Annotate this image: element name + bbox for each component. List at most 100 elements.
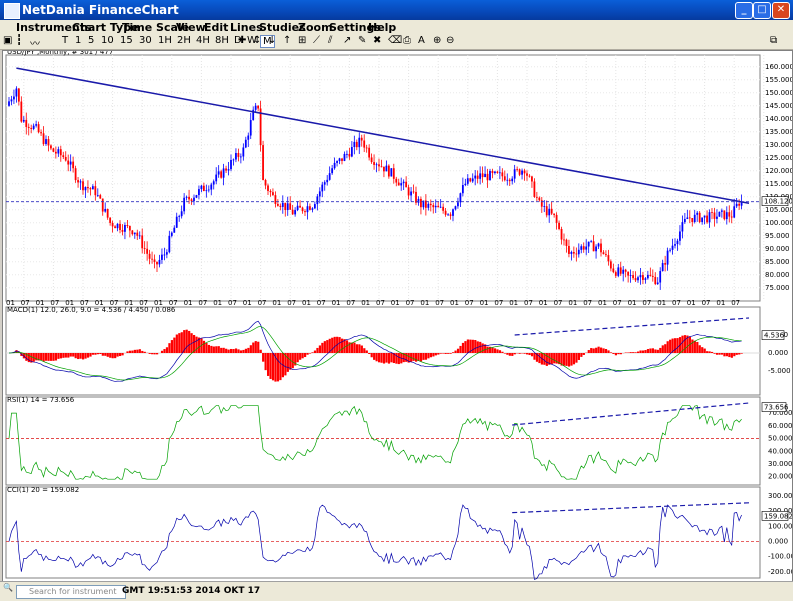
timeframe-1h[interactable]: 1H [158, 35, 172, 46]
macd-histogram-bar [82, 353, 84, 359]
line-chart-icon[interactable]: 〰 [30, 35, 40, 50]
macd-histogram-bar [494, 348, 496, 353]
macd-histogram-bar [450, 353, 452, 354]
draw-icon[interactable]: ✎ [358, 35, 366, 46]
timeframe-t[interactable]: T [62, 35, 68, 46]
print-icon[interactable]: ⎙ [403, 35, 411, 46]
pointer-icon[interactable]: ↗ [343, 35, 351, 46]
menu-view[interactable]: View [176, 21, 206, 34]
crosshair-icon[interactable]: ✚ [238, 35, 246, 46]
instrument-icon[interactable]: ▣ [3, 35, 12, 46]
zoom-out-icon[interactable]: ⊖ [446, 35, 454, 46]
candle-body [43, 133, 45, 144]
candle-body [18, 89, 20, 102]
candle-body [714, 212, 716, 218]
candle-body [677, 241, 679, 244]
timeframe-4h[interactable]: 4H [196, 35, 210, 46]
timeframe-8h[interactable]: 8H [215, 35, 229, 46]
candle-body [265, 180, 267, 185]
candle-body [553, 214, 555, 215]
macd-histogram-bar [654, 349, 656, 353]
candle-body [563, 240, 565, 241]
candle-body [536, 197, 538, 198]
macd-histogram-bar [383, 353, 385, 364]
channel-icon[interactable]: ⫽ [328, 35, 332, 46]
timeframe-15[interactable]: 15 [120, 35, 133, 46]
bar-chart-icon[interactable]: ┇ [16, 35, 22, 46]
macd-histogram-bar [289, 353, 291, 370]
timeframe-2h[interactable]: 2H [177, 35, 191, 46]
up-arrow-icon[interactable]: ↑ [283, 35, 291, 46]
month-tick: 07 [346, 299, 355, 307]
close-button[interactable]: ✕ [772, 2, 790, 19]
delete-icon[interactable]: ✖ [373, 35, 381, 46]
menu-edit[interactable]: Edit [204, 21, 228, 34]
candle-body [107, 209, 109, 218]
macd-histogram-bar [356, 344, 358, 353]
minimize-button[interactable]: _ [735, 2, 753, 19]
title-bar: NetDania FinanceChart _ □ ✕ [0, 0, 793, 20]
candle-body [20, 102, 22, 122]
menu-zoom[interactable]: Zoom [298, 21, 333, 34]
price-axis-label: 150.000 [765, 89, 792, 97]
month-tick: 07 [406, 299, 415, 307]
candle-body [99, 195, 101, 198]
candle-body [80, 181, 82, 182]
down-arrow-icon[interactable]: ↓ [268, 35, 276, 46]
macd-histogram-bar [506, 353, 508, 355]
macd-histogram-bar [52, 353, 54, 361]
macd-histogram-bar [733, 353, 735, 356]
candle-body [489, 171, 491, 180]
month-tick: 07 [613, 299, 622, 307]
candle-body [511, 179, 513, 182]
candle-body [462, 185, 464, 193]
candle-body [353, 142, 355, 147]
macd-histogram-bar [531, 353, 533, 356]
macd-histogram-bar [637, 352, 639, 353]
candle-body [159, 260, 161, 264]
layout-icon[interactable]: ⧉ [770, 35, 777, 46]
macd-histogram-bar [94, 353, 96, 355]
macd-histogram-bar [417, 353, 419, 361]
candle-body [738, 204, 740, 206]
timeframe-5[interactable]: 5 [88, 35, 94, 46]
macd-histogram-bar [442, 353, 444, 354]
zoom-icon[interactable]: ⊞ [298, 35, 306, 46]
timeframe-10[interactable]: 10 [101, 35, 114, 46]
cursor-icon[interactable]: ↕ [253, 35, 261, 46]
macd-histogram-bar [203, 341, 205, 353]
menu-lines[interactable]: Lines [230, 21, 263, 34]
candle-body [524, 171, 526, 174]
candle-body [316, 196, 318, 204]
macd-histogram-bar [302, 353, 304, 358]
timeframe-1[interactable]: 1 [75, 35, 81, 46]
chart-canvas[interactable]: 160.000155.000150.000145.000140.000135.0… [3, 51, 792, 581]
macd-histogram-bar [422, 353, 424, 360]
candle-body [149, 254, 151, 259]
candle-body [726, 212, 728, 219]
candle-body [309, 206, 311, 210]
candle-body [482, 173, 484, 177]
candle-body [23, 120, 25, 122]
eraser-icon[interactable]: ⌫ [388, 35, 402, 46]
macd-histogram-bar [691, 340, 693, 353]
zoom-in-icon[interactable]: ⊕ [433, 35, 441, 46]
macd-histogram-bar [718, 353, 720, 355]
trendline-icon[interactable]: ⟋ [313, 35, 320, 46]
maximize-button[interactable]: □ [753, 2, 771, 19]
macd-histogram-bar [649, 348, 651, 353]
timeframe-30[interactable]: 30 [139, 35, 152, 46]
macd-histogram-bar [232, 349, 234, 353]
price-axis-label: 135.000 [765, 128, 792, 136]
candle-body [620, 267, 622, 273]
search-input[interactable]: Search for instrument [16, 585, 126, 599]
candle-body [514, 169, 516, 178]
candle-body [173, 228, 175, 233]
macd-histogram-bar [188, 331, 190, 353]
menu-help[interactable]: Help [368, 21, 396, 34]
macd-histogram-bar [260, 350, 262, 353]
text-icon[interactable]: A [418, 35, 425, 46]
candle-body [109, 218, 111, 223]
candle-body [659, 271, 661, 282]
candle-body [622, 270, 624, 274]
